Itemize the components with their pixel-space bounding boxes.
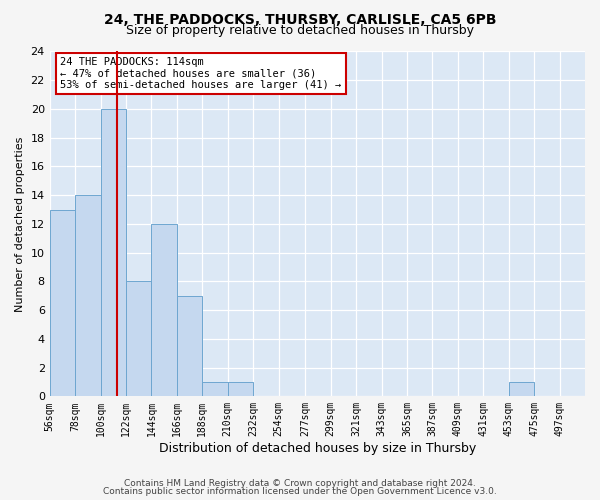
Bar: [151, 224, 177, 396]
Bar: [101, 109, 126, 397]
Bar: [177, 296, 202, 396]
Text: Size of property relative to detached houses in Thursby: Size of property relative to detached ho…: [126, 24, 474, 37]
Bar: [509, 382, 534, 396]
Bar: [202, 382, 228, 396]
Text: 24 THE PADDOCKS: 114sqm
← 47% of detached houses are smaller (36)
53% of semi-de: 24 THE PADDOCKS: 114sqm ← 47% of detache…: [61, 56, 341, 90]
X-axis label: Distribution of detached houses by size in Thursby: Distribution of detached houses by size …: [159, 442, 476, 455]
Bar: [75, 195, 101, 396]
Text: Contains public sector information licensed under the Open Government Licence v3: Contains public sector information licen…: [103, 487, 497, 496]
Y-axis label: Number of detached properties: Number of detached properties: [15, 136, 25, 312]
Bar: [50, 210, 75, 396]
Text: Contains HM Land Registry data © Crown copyright and database right 2024.: Contains HM Land Registry data © Crown c…: [124, 478, 476, 488]
Bar: [126, 282, 151, 397]
Text: 24, THE PADDOCKS, THURSBY, CARLISLE, CA5 6PB: 24, THE PADDOCKS, THURSBY, CARLISLE, CA5…: [104, 12, 496, 26]
Bar: [228, 382, 253, 396]
